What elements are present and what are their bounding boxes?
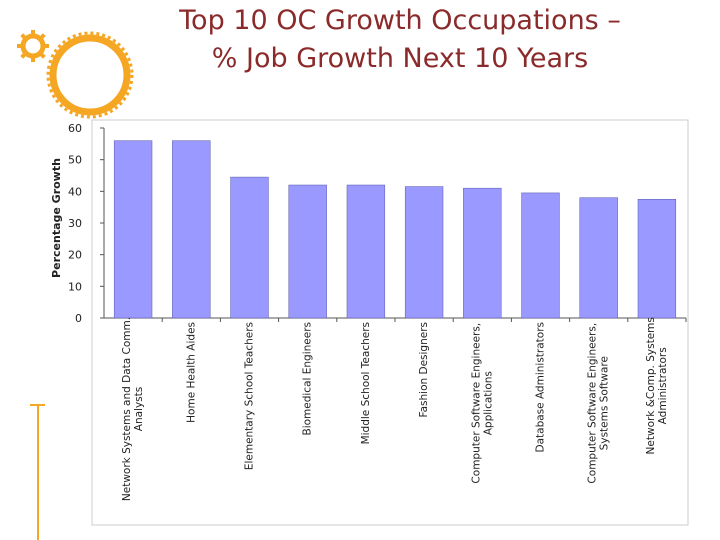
bar: [463, 187, 502, 319]
x-tick-label: Computer Software Engineers,Systems Soft…: [587, 323, 611, 484]
x-tick-label: Biomedical Engineers: [302, 322, 314, 436]
x-tick-label: Home Health Aides: [185, 322, 197, 423]
bar: [346, 184, 386, 319]
x-tick-label: Middle School Teachers: [360, 322, 372, 444]
x-tick-label: Elementary School Teachers: [244, 322, 256, 470]
bar: [579, 197, 618, 319]
y-tick-label: 30: [68, 217, 82, 230]
x-tick-label: Computer Software Engineers,Applications: [470, 323, 494, 484]
y-tick-label: 0: [75, 312, 82, 325]
x-tick-label: Network Systems and Data Comm.Analysts: [121, 317, 145, 501]
plot-area: 0 10 20 30 40 50 60 Network Systems and Data Co…: [68, 122, 687, 501]
x-tick-label: Fashion Designers: [418, 322, 430, 417]
slide-title-line2: % Job Growth Next 10 Years: [211, 43, 589, 74]
bar: [288, 184, 327, 319]
y-tick-label: 10: [68, 280, 82, 293]
bar: [230, 176, 269, 319]
bar: [113, 140, 153, 319]
x-tick-label: Network &Comp. SystemsAdministrators: [645, 317, 669, 454]
plot-area-border: [91, 119, 689, 526]
bar: [172, 140, 211, 319]
bar: [404, 186, 444, 319]
x-tick-label: Database Administrators: [535, 322, 547, 453]
slide-title: Top 10 OC Growth Occupations – % Job Gro…: [110, 2, 690, 78]
y-tick-label: 60: [68, 122, 82, 135]
sun-circle-icon: [46, 31, 134, 119]
slide-title-line1: Top 10 OC Growth Occupations –: [179, 5, 621, 36]
y-tick-label: 40: [68, 185, 82, 198]
y-tick-label: 20: [68, 249, 82, 262]
y-tick-label: 50: [68, 154, 82, 167]
bar: [521, 192, 560, 319]
y-axis-label: Percentage Growth: [50, 158, 63, 278]
bar: [637, 199, 677, 319]
gear-icon: [17, 30, 49, 62]
